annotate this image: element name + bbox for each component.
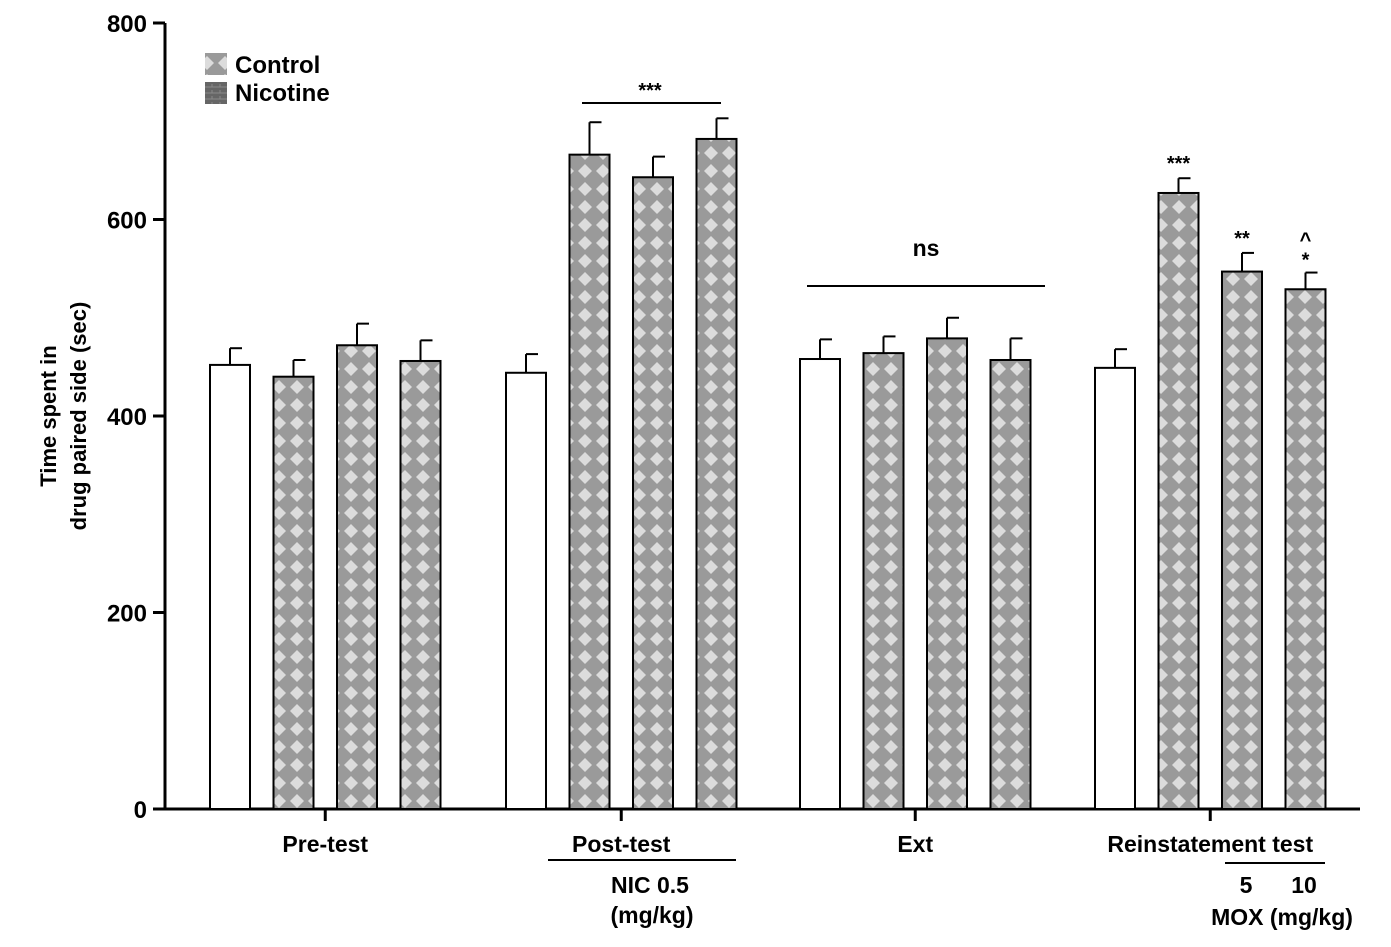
- bar: [336, 344, 378, 810]
- x-group-label: Ext: [897, 831, 933, 857]
- legend: Control Nicotine: [205, 52, 330, 107]
- bar: [1094, 366, 1136, 810]
- bar: [272, 375, 315, 810]
- mox-dose-5: 5: [1240, 872, 1253, 898]
- y-axis-title-line2: drug paired side (sec): [66, 302, 91, 531]
- y-axis-ticks: 0 200 400 600 800: [107, 11, 165, 824]
- bar: [989, 358, 1032, 810]
- mox-unit-label: MOX (mg/kg): [1211, 904, 1353, 930]
- ext-sig: ns: [913, 235, 940, 261]
- reinst-sig-bar4-caret: ^: [1300, 230, 1312, 252]
- reinst-sig-bar2: ***: [1167, 153, 1191, 175]
- bar: [209, 363, 251, 810]
- legend-swatch-control: [205, 53, 227, 75]
- x-group-label: Reinstatement test: [1107, 831, 1313, 857]
- mox-dose-10: 10: [1291, 872, 1317, 898]
- bar: [1157, 191, 1200, 811]
- y-tick-label: 400: [107, 404, 147, 431]
- reinstatement-annotations: ******^: [1167, 153, 1312, 271]
- x-group-label: Pre-test: [282, 831, 368, 857]
- nic-dose-label: NIC 0.5: [611, 872, 689, 898]
- bar: [799, 358, 841, 810]
- bars: [209, 117, 1327, 811]
- reinst-sig-bar4: *: [1302, 250, 1310, 272]
- y-tick-label: 200: [107, 601, 147, 628]
- post-test-sig: ***: [638, 80, 662, 102]
- bar: [1221, 270, 1263, 810]
- nic-unit-label: (mg/kg): [610, 902, 693, 928]
- bar: [568, 153, 611, 810]
- bar: [862, 352, 905, 810]
- legend-swatch-nicotine: [205, 82, 227, 104]
- y-tick-label: 600: [107, 208, 147, 235]
- legend-label-nicotine: Nicotine: [235, 80, 330, 107]
- bar: [926, 337, 968, 810]
- y-tick-label: 800: [107, 11, 147, 38]
- y-axis-title-line1: Time spent in: [36, 345, 61, 486]
- bar: [399, 359, 442, 810]
- x-group-label: Post-test: [572, 831, 671, 857]
- bar: [632, 176, 674, 810]
- legend-label-control: Control: [235, 52, 320, 79]
- bar: [505, 371, 547, 810]
- bar: [1284, 288, 1327, 810]
- bar: [695, 137, 738, 810]
- x-axis-group-labels: Pre-test Post-test Ext Reinstatement test: [282, 809, 1313, 857]
- y-tick-label: 0: [134, 797, 147, 824]
- reinst-sig-bar3: **: [1234, 228, 1250, 250]
